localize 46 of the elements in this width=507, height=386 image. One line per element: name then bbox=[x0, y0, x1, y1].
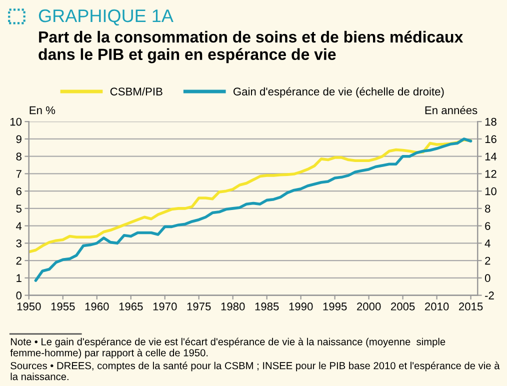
y-axis-title: En % bbox=[30, 106, 56, 114]
y-tick-label: 9 bbox=[16, 135, 22, 144]
y2-tick-label: 0 bbox=[484, 274, 490, 282]
y-tick-label: 0 bbox=[16, 292, 22, 300]
line-series bbox=[34, 138, 472, 282]
y-tick-label: 4 bbox=[16, 222, 22, 230]
x-tick-label: 2010 bbox=[425, 302, 449, 310]
source-note: Sources • DREES, comptes de la santé pour la CSBM ; INSEE pour le PIB base 2010 et l'espérance de vie à la naissance. bbox=[10, 362, 500, 380]
y2-tick-label: 8 bbox=[485, 204, 490, 213]
x-tick-label: 1955 bbox=[51, 302, 75, 310]
y2-tick-label: 4 bbox=[484, 240, 490, 248]
chart-subtitle: Part de la consommation de soins et de biens médicaux dans le PIB et gain en espérance de vie bbox=[38, 30, 464, 64]
y2-tick-label: 6 bbox=[485, 222, 490, 230]
x-tick-label: 1985 bbox=[255, 302, 279, 310]
line-series bbox=[28, 138, 472, 254]
x-tick-label: 1970 bbox=[153, 302, 177, 310]
y-tick-label: 3 bbox=[16, 239, 22, 248]
y-tick-label: 5 bbox=[16, 204, 22, 213]
x-tick-label: 1950 bbox=[17, 302, 41, 310]
y-tick-label: 10 bbox=[10, 118, 22, 126]
y-tick-label: 2 bbox=[16, 256, 22, 265]
y-tick-label: 1 bbox=[16, 274, 22, 282]
chart-title: GRAPHIQUE 1A bbox=[38, 9, 174, 26]
y2-axis-title: En années bbox=[425, 106, 478, 114]
y2-tick-label: 16 bbox=[485, 135, 496, 144]
y2-tick-label: 18 bbox=[485, 118, 496, 126]
x-tick-label: 1975 bbox=[187, 302, 211, 310]
y-tick-label: 6 bbox=[16, 187, 22, 196]
y2-tick-label: 12 bbox=[485, 170, 496, 178]
y2-tick-label: 2 bbox=[485, 256, 490, 265]
legend-label: Gain d'espérance de vie (échelle de droite) bbox=[234, 87, 444, 98]
y-tick-label: 8 bbox=[16, 152, 22, 160]
x-tick-label: 2000 bbox=[357, 302, 381, 310]
x-tick-label: 1995 bbox=[323, 302, 347, 310]
x-tick-label: 1965 bbox=[119, 302, 143, 310]
y2-tick-label: -2 bbox=[485, 292, 494, 300]
x-tick-label: 2005 bbox=[391, 302, 415, 310]
y-tick-label: 7 bbox=[16, 170, 22, 178]
x-tick-label: 1980 bbox=[221, 302, 245, 310]
y2-tick-label: 14 bbox=[485, 152, 497, 160]
y2-tick-label: 10 bbox=[485, 187, 496, 196]
legend-label: CSBM/PIB bbox=[110, 87, 162, 96]
text: Note • Le gain d'espérance de vie est l'écart d'espérance de vie à la naissance (moyenne simple femme-homme) par rapport à celle de 1950. bbox=[10, 338, 446, 358]
x-tick-label: 1990 bbox=[289, 302, 313, 310]
x-tick-label: 2015 bbox=[458, 302, 483, 310]
x-tick-label: 1960 bbox=[85, 302, 109, 310]
